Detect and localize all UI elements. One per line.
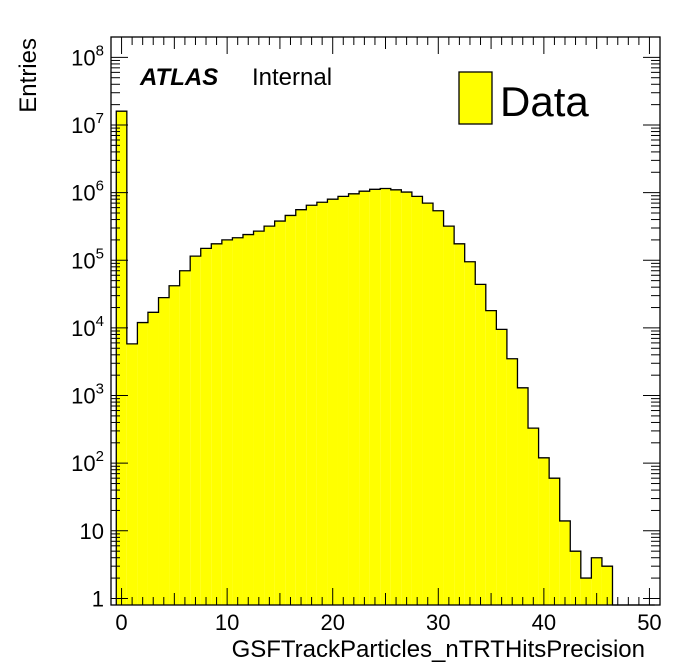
histogram-bar (528, 428, 539, 605)
histogram-bar (190, 256, 201, 605)
x-axis-title: GSFTrackParticles_nTRTHitsPrecision (232, 636, 645, 663)
histogram-bar (601, 566, 613, 605)
histogram-bar (295, 209, 307, 605)
histogram-bar (232, 237, 243, 605)
y-axis-ticks: 1 10 102 103 104 105 106 107 108 (71, 36, 660, 611)
histogram-bar (337, 196, 349, 605)
histogram-bar (179, 270, 191, 605)
histogram-bar (116, 111, 127, 606)
histogram-bar (506, 358, 518, 605)
histogram-bar (390, 189, 402, 605)
histogram-bar (359, 191, 370, 605)
y-tick-label: 107 (71, 110, 104, 138)
histogram-bar (369, 189, 381, 605)
histogram-bar (285, 215, 296, 605)
histogram-bar (211, 243, 222, 605)
histogram-bar (559, 520, 571, 605)
histogram-bar (496, 329, 507, 605)
histogram-bar (126, 343, 138, 605)
histogram-bar (517, 387, 529, 605)
histogram-bar (221, 239, 233, 605)
y-tick-label: 10 (80, 519, 104, 544)
histogram-bar (443, 226, 455, 605)
x-tick-label: 10 (215, 610, 239, 635)
histogram-bar (454, 243, 465, 605)
x-tick-label: 20 (320, 610, 344, 635)
legend-label-data: Data (500, 78, 589, 125)
x-tick-label: 50 (637, 610, 661, 635)
histogram-bars (116, 111, 613, 606)
y-tick-label: 105 (71, 245, 104, 273)
histogram-bar (401, 192, 412, 606)
plot-frame (110, 36, 661, 606)
y-tick-label: 1 (92, 586, 104, 611)
x-tick-label: 0 (115, 610, 127, 635)
histogram-bar (580, 578, 592, 605)
y-tick-label: 106 (71, 178, 104, 206)
histogram-bar (348, 193, 360, 605)
histogram-bar (549, 478, 560, 605)
x-tick-label: 30 (426, 610, 450, 635)
histogram-bar (316, 202, 328, 605)
histogram-outline (115, 110, 655, 606)
histogram-bar (475, 284, 486, 605)
x-axis-ticks: 0 10 20 30 40 50 (115, 37, 662, 635)
histogram-bar (327, 199, 338, 605)
histogram-bar (380, 188, 391, 605)
histogram-bar (169, 285, 180, 605)
histogram-bar (433, 210, 444, 606)
y-axis-title: Entries (15, 38, 42, 113)
histogram-bar (158, 297, 170, 605)
x-tick-label: 40 (532, 610, 556, 635)
histogram-bar (411, 196, 423, 605)
y-tick-label: 102 (71, 448, 104, 476)
y-tick-label: 103 (71, 381, 104, 409)
histogram-bar (538, 457, 550, 605)
y-tick-label: 108 (71, 42, 104, 70)
legend-swatch-data (458, 71, 493, 125)
y-tick-label: 104 (71, 313, 104, 341)
histogram-bar (264, 226, 275, 605)
atlas-internal-label: Internal (252, 64, 332, 91)
atlas-label: ATLAS (139, 64, 218, 91)
histogram-bar (464, 261, 476, 605)
histogram-bar (306, 205, 317, 606)
histogram-bar (274, 221, 286, 605)
histogram-bar (253, 231, 265, 606)
histogram-bar (147, 312, 159, 605)
histogram-bar (200, 248, 212, 605)
histogram-bar (137, 322, 148, 605)
histogram-bar (422, 203, 434, 605)
histogram-bar (570, 551, 581, 605)
histogram-bar (485, 310, 497, 605)
histogram-bar (591, 557, 602, 605)
histogram-bar (242, 234, 254, 605)
